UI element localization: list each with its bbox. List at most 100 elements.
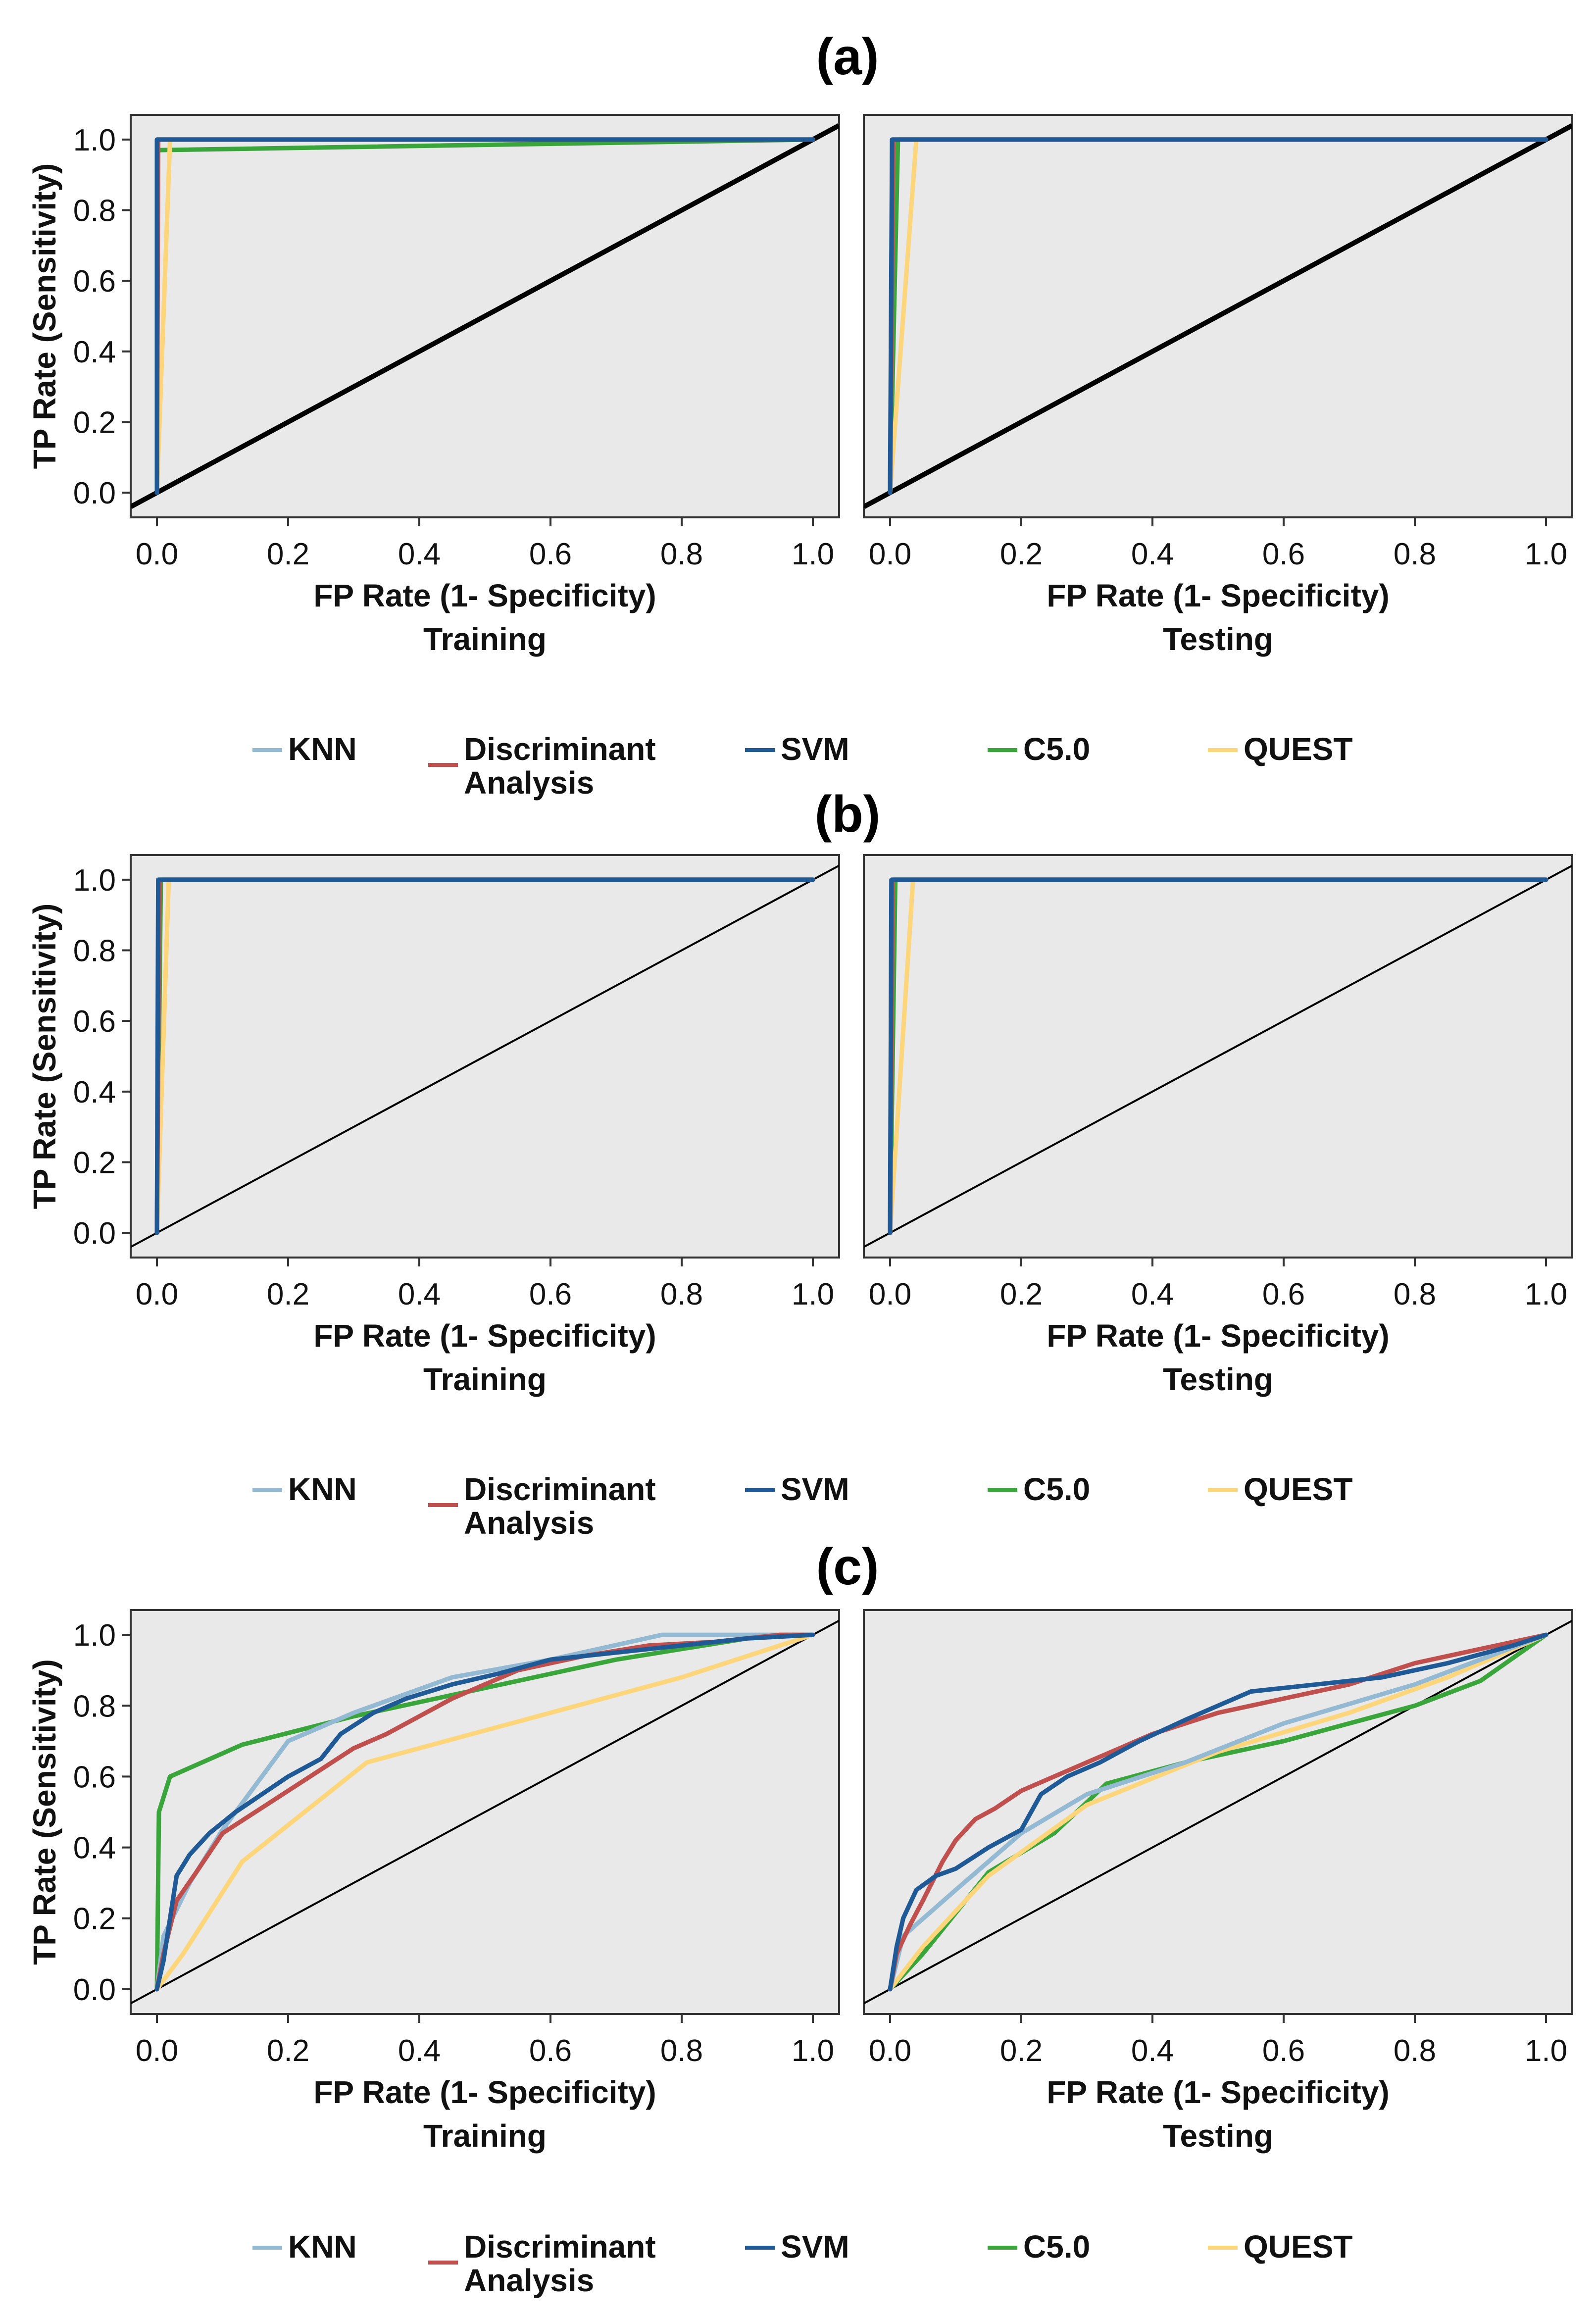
series-line-svm <box>154 877 815 1235</box>
x-tick-label: 0.0 <box>136 1277 178 1311</box>
x-axis-label: FP Rate (1- Specificity) <box>1047 2074 1389 2110</box>
y-tick-label: 1.0 <box>73 1618 116 1653</box>
legend-label: QUEST <box>1244 731 1352 767</box>
x-tick-label: 0.2 <box>1000 537 1043 571</box>
x-tick-label: 0.4 <box>398 537 441 571</box>
x-tick-label: 0.4 <box>398 1277 441 1311</box>
series-line-svm <box>154 137 815 495</box>
legend-label: QUEST <box>1244 2229 1352 2265</box>
legend-label: KNN <box>288 2229 357 2265</box>
x-tick-label: 0.8 <box>660 537 703 571</box>
y-tick-label: 0.8 <box>73 934 116 968</box>
x-tick-label: 0.6 <box>1262 537 1305 571</box>
x-tick-label: 0.8 <box>1394 537 1436 571</box>
x-tick-label: 0.8 <box>660 1277 703 1311</box>
roc-chart-1: 0.0 0.2 0.4 0.6 0.8 1.0 0.0 0.2 0.4 0.6 0.8 1.0 FP R… <box>27 114 840 657</box>
x-tick-label: 0.0 <box>136 2034 178 2068</box>
series-line-quest <box>154 1632 815 1992</box>
legend-label: Analysis <box>464 765 594 801</box>
y-tick-label: 1.0 <box>73 863 116 898</box>
series-line-discriminant-analysis <box>154 1632 815 1992</box>
x-axis-label: FP Rate (1- Specificity) <box>1047 578 1389 613</box>
legend-label: SVM <box>781 731 849 767</box>
legend-label: Analysis <box>464 1505 594 1541</box>
roc-chart-5: 0.0 0.2 0.4 0.6 0.8 1.0 0.0 0.2 0.4 0.6 0.8 1.0 FP R… <box>27 1609 840 2154</box>
series-line-svm <box>154 1632 815 1992</box>
x-tick-label: 0.8 <box>660 2034 703 2068</box>
series-group <box>864 1619 1572 2005</box>
x-tick-label: 0.6 <box>529 537 572 571</box>
diagonal-reference-line <box>864 864 1572 1248</box>
legend-label: Discriminant <box>464 1471 656 1507</box>
series-line-svm <box>888 1632 1548 1992</box>
roc-chart-3: 0.0 0.2 0.4 0.6 0.8 1.0 0.0 0.2 0.4 0.6 0.8 1.0 FP R… <box>27 854 840 1397</box>
x-tick-label: 0.6 <box>529 2034 572 2068</box>
series-group <box>864 123 1572 509</box>
series-line-quest <box>888 1632 1548 1992</box>
series-line-svm <box>888 877 1548 1235</box>
y-tick-label: 0.6 <box>73 1005 116 1039</box>
panel-label-a: (a) <box>816 28 879 86</box>
x-tick-label: 0.2 <box>1000 2034 1043 2068</box>
series-line-knn <box>888 1632 1548 1992</box>
x-tick-label: 0.2 <box>267 2034 309 2068</box>
x-tick-label: 0.0 <box>869 2034 911 2068</box>
diagonal-reference-line <box>131 123 839 509</box>
diagonal-reference-line <box>864 1619 1572 2005</box>
x-tick-label: 0.0 <box>136 537 178 571</box>
y-tick-label: 0.6 <box>73 264 116 299</box>
legend-label: SVM <box>781 1471 849 1507</box>
y-tick-label: 0.4 <box>73 335 116 369</box>
y-tick-label: 0.6 <box>73 1760 116 1794</box>
series-line-c5-0 <box>154 1632 815 1992</box>
x-tick-label: 0.0 <box>869 537 911 571</box>
x-tick-label: 0.4 <box>1131 537 1174 571</box>
legend-label: Discriminant <box>464 2229 656 2265</box>
series-line-svm <box>888 137 1548 495</box>
x-tick-label: 1.0 <box>792 537 834 571</box>
x-tick-label: 0.8 <box>1394 2034 1436 2068</box>
diagonal-reference-line <box>131 864 839 1248</box>
y-tick-label: 0.0 <box>73 1973 116 2007</box>
y-tick-label: 0.2 <box>73 1902 116 1936</box>
legend-label: C5.0 <box>1023 1471 1090 1507</box>
y-tick-label: 1.0 <box>73 123 116 157</box>
legend-label: C5.0 <box>1023 2229 1090 2265</box>
x-axis-label: FP Rate (1- Specificity) <box>313 578 656 613</box>
legend-label: SVM <box>781 2229 849 2265</box>
diagonal-reference-line <box>864 123 1572 509</box>
y-tick-label: 0.0 <box>73 476 116 510</box>
panel-label-c: (c) <box>816 1538 879 1596</box>
series-group <box>864 864 1572 1248</box>
series-group <box>131 1619 839 2005</box>
series-group <box>131 864 839 1248</box>
roc-chart-2: 0.0 0.2 0.4 0.6 0.8 1.0 FP Rate (1- Specificit… <box>863 114 1573 657</box>
y-tick-label: 0.4 <box>73 1075 116 1109</box>
x-tick-label: 0.2 <box>267 537 309 571</box>
x-tick-label: 0.2 <box>267 1277 309 1311</box>
chart-title: Testing <box>1163 621 1273 657</box>
legend-label: QUEST <box>1244 1471 1352 1507</box>
x-axis-label: FP Rate (1- Specificity) <box>1047 1318 1389 1354</box>
x-tick-label: 0.8 <box>1394 1277 1436 1311</box>
y-axis-label: TP Rate (Sensitivity) <box>27 163 62 469</box>
legend-label: C5.0 <box>1023 731 1090 767</box>
y-tick-label: 0.0 <box>73 1216 116 1251</box>
x-tick-label: 0.6 <box>529 1277 572 1311</box>
y-tick-label: 0.8 <box>73 1689 116 1723</box>
roc-chart-4: 0.0 0.2 0.4 0.6 0.8 1.0 FP Rate (1- Specificit… <box>863 854 1573 1397</box>
x-tick-label: 0.4 <box>1131 1277 1174 1311</box>
legend-label: Discriminant <box>464 731 656 767</box>
series-line-discriminant-analysis <box>888 1632 1548 1992</box>
x-tick-label: 0.2 <box>1000 1277 1043 1311</box>
x-tick-label: 0.0 <box>869 1277 911 1311</box>
y-axis-label: TP Rate (Sensitivity) <box>27 1659 62 1965</box>
chart-title: Training <box>423 1361 547 1397</box>
x-tick-label: 1.0 <box>792 2034 834 2068</box>
x-tick-label: 1.0 <box>1525 1277 1567 1311</box>
